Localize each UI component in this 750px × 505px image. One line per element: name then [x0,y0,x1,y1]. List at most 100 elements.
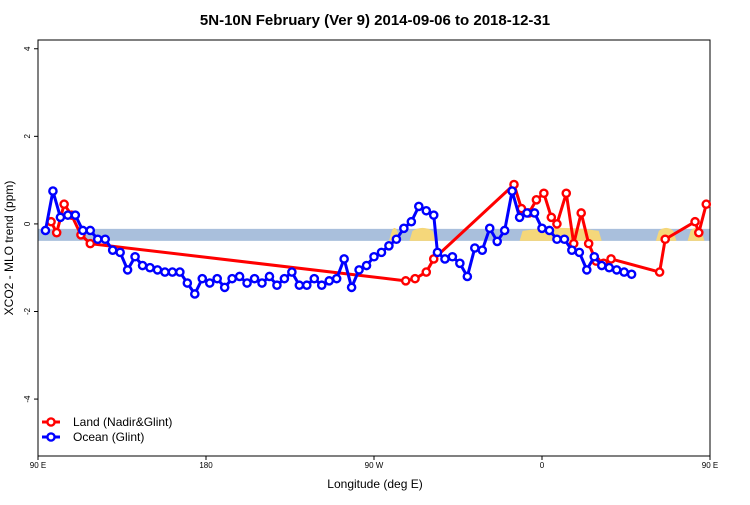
series-1-point-73 [582,265,592,275]
series-0-point-28 [701,199,712,210]
x-tick-label-1: 180 [199,461,213,470]
legend-ocean-label: Ocean (Glint) [73,430,144,444]
series-1-point-55 [447,251,458,262]
series-1-point-3 [63,210,73,220]
series-1-point-74 [589,251,600,262]
series-0-point-27 [694,227,704,238]
x-axis-label: Longitude (deg E) [327,477,422,491]
series-1-point-43 [361,260,372,271]
series-1-point-31 [272,280,282,291]
series-1-point-59 [477,245,488,255]
series-1-point-7 [92,234,103,245]
reference-band [38,227,710,241]
series-1-point-6 [85,225,96,236]
y-tick-label-2: 0 [23,221,32,226]
series-1-point-13 [137,260,148,271]
x-axis: 90 E 180 90 W 0 90 E [30,456,718,470]
series-1 [40,186,637,299]
series-1-point-19 [182,278,193,288]
series-1-point-27 [242,278,252,288]
series-1-point-77 [611,265,622,275]
series-1-point-51 [421,205,432,216]
series-0-point-13 [531,195,542,205]
series-1-point-24 [219,282,230,293]
series-1-point-46 [384,241,394,251]
legend-land-label: Land (Nadir&Glint) [73,415,172,429]
series-layer [40,179,712,299]
legend-item-ocean: Ocean (Glint) [42,430,144,444]
series-1-point-58 [469,243,480,253]
series-1-point-18 [175,267,185,277]
series-1-point-17 [167,267,178,277]
series-1-point-49 [406,216,417,227]
series-1-point-60 [484,223,495,234]
series-1-point-54 [440,254,450,264]
series-1-point-14 [145,262,155,273]
reference-band-strip [38,228,710,241]
series-1-point-25 [227,273,237,284]
series-0-point-24 [654,267,665,277]
legend-item-land: Land (Nadir&Glint) [42,415,172,429]
series-1-point-72 [574,247,585,258]
series-1-point-0 [40,225,51,236]
series-1-point-52 [428,210,439,220]
series-0-point-25 [660,234,671,245]
series-1-point-30 [264,271,275,282]
series-1-point-23 [212,273,222,284]
series-1-point-56 [455,258,465,269]
series-1-point-62 [499,225,510,236]
series-0-point-6 [400,276,411,286]
series-1-point-2 [55,212,66,223]
series-1-point-47 [391,234,402,245]
series-1-point-37 [316,280,327,291]
y-tick-label-3: 2 [23,134,32,139]
series-1-point-50 [413,201,424,212]
series-0-point-16 [552,219,562,229]
series-1-point-57 [462,271,473,282]
series-1-point-39 [331,273,342,284]
series-0-point-8 [421,267,432,277]
series-1-point-66 [529,208,540,218]
series-1-point-79 [626,269,637,280]
series-0-point-23 [606,254,616,264]
series-1-point-69 [552,234,562,245]
legend: Land (Nadir&Glint) Ocean (Glint) [42,415,172,444]
series-1-point-48 [399,223,409,234]
series-1-point-4 [70,210,81,220]
series-1-point-53 [432,247,443,258]
series-1-point-40 [339,254,349,264]
series-0-point-15 [546,212,557,223]
series-1-point-1 [48,186,58,196]
series-1-point-32 [279,273,290,284]
y-axis: -4 -2 0 2 4 [23,46,38,403]
legend-ocean-marker [46,432,56,442]
series-1-point-67 [537,223,547,234]
series-1-point-42 [354,265,364,275]
series-1-point-26 [234,271,245,282]
x-tick-label-0: 90 E [30,461,46,470]
series-1-point-65 [522,208,532,218]
series-1-point-9 [107,245,118,255]
series-1-point-8 [100,234,110,245]
series-0-point-17 [561,188,572,199]
series-1-point-38 [324,276,335,286]
legend-land-marker [46,417,56,427]
y-tick-label-1: -2 [23,307,32,315]
series-1-point-20 [189,289,200,299]
series-1-point-78 [619,267,629,277]
y-axis-label: XCO2 - MLO trend (ppm) [2,181,16,316]
series-1-point-36 [309,273,320,284]
series-1-point-29 [257,278,267,288]
series-1-point-75 [596,260,607,271]
series-1-point-34 [294,280,305,291]
x-tick-label-2: 90 W [365,461,384,470]
series-0-point-2 [59,199,69,210]
series-0-point-5 [85,238,96,249]
series-1-point-63 [507,186,517,196]
series-1-point-70 [559,234,570,245]
series-0-point-19 [576,208,587,218]
chart-title: 5N-10N February (Ver 9) 2014-09-06 to 20… [200,12,550,29]
series-1-point-15 [152,265,163,275]
